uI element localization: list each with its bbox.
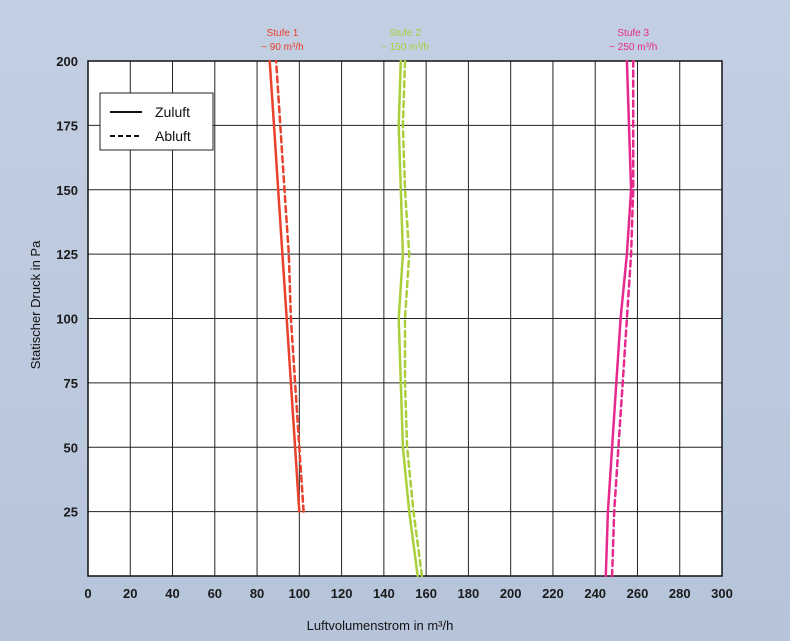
stage-label-flow: ~ 150 m³/h (381, 42, 429, 53)
y-tick-label: 25 (64, 505, 78, 520)
series-lines (268, 59, 635, 578)
x-tick-label: 260 (627, 586, 649, 601)
x-tick-label: 60 (208, 586, 222, 601)
series-line-stufe-2-zuluft (397, 59, 419, 578)
stage-label-flow: ~ 90 m³/h (261, 42, 304, 53)
series-line-stufe-1-zuluft (268, 59, 301, 513)
y-tick-label: 175 (56, 118, 78, 133)
y-tick-label: 100 (56, 312, 78, 327)
x-tick-label: 80 (250, 586, 264, 601)
stage-label-name: Stufe 1 (267, 28, 299, 39)
x-tick-label: 160 (415, 586, 437, 601)
x-tick-label: 180 (458, 586, 480, 601)
x-tick-label: 120 (331, 586, 353, 601)
series-line-stufe-1-abluft (274, 59, 305, 513)
legend-label-zuluft: Zuluft (155, 104, 190, 120)
y-tick-label: 150 (56, 183, 78, 198)
x-tick-label: 280 (669, 586, 691, 601)
tick-labels: 0 20 40 60 80 100 120 140 160 180 200 220 240 260 280 3… (56, 54, 733, 601)
x-tick-label: 0 (84, 586, 91, 601)
y-tick-label: 50 (64, 440, 78, 455)
x-tick-label: 100 (288, 586, 310, 601)
y-axis-label: Statischer Druck in Pa (28, 240, 43, 369)
stage-labels: Stufe 1 ~ 90 m³/h Stufe 2 ~ 150 m³/h Stufe 3… (261, 28, 657, 53)
y-tick-label: 200 (56, 54, 78, 69)
x-tick-label: 240 (584, 586, 606, 601)
series-line-stufe-2-abluft (401, 59, 424, 578)
x-tick-label: 220 (542, 586, 564, 601)
series-line-stufe-3-zuluft (604, 59, 633, 578)
stage-label-name: Stufe 3 (617, 28, 649, 39)
x-tick-label: 40 (165, 586, 179, 601)
x-tick-label: 20 (123, 586, 137, 601)
legend-label-abluft: Abluft (155, 128, 191, 144)
x-tick-label: 140 (373, 586, 395, 601)
x-tick-label: 200 (500, 586, 522, 601)
x-axis-label: Luftvolumenstrom in m³/h (307, 618, 454, 633)
y-tick-label: 75 (64, 376, 78, 391)
legend-box (99, 92, 214, 151)
stage-label-flow: ~ 250 m³/h (609, 42, 657, 53)
series-line-stufe-3-abluft (610, 59, 635, 578)
legend: Zuluft Abluft (99, 92, 214, 151)
stage-label-name: Stufe 2 (389, 28, 421, 39)
x-tick-label: 300 (711, 586, 733, 601)
y-tick-label: 125 (56, 247, 78, 262)
